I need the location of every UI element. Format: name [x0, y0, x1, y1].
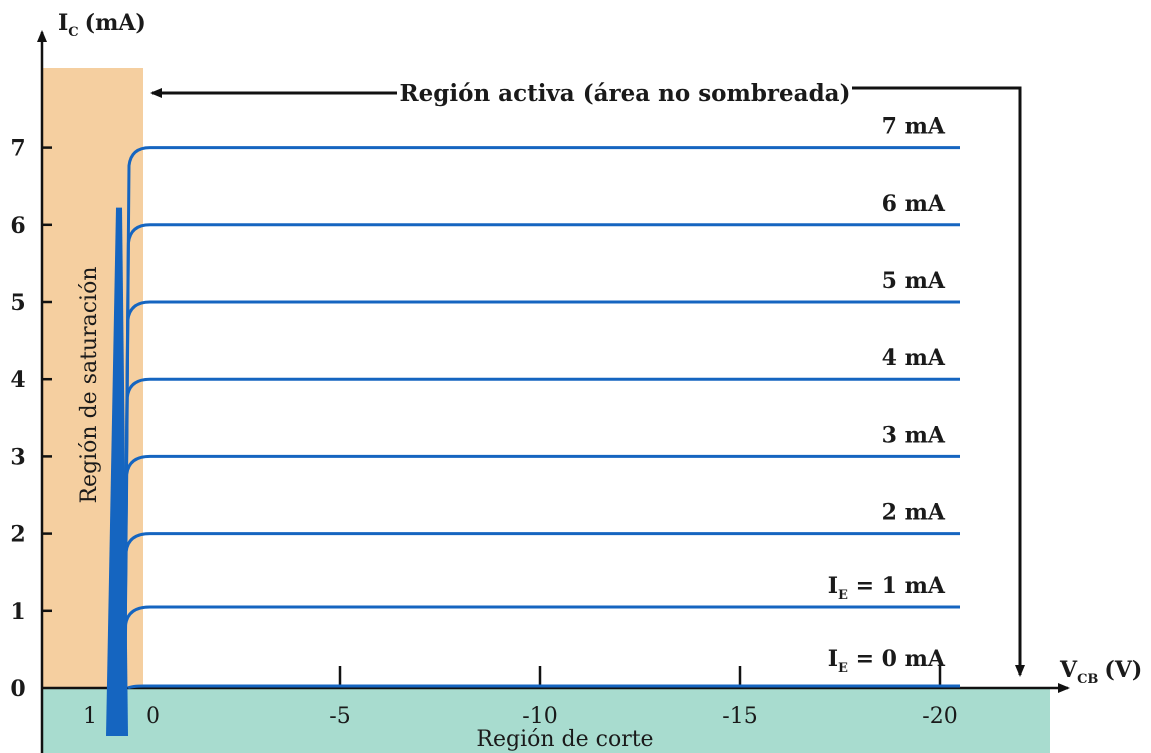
x-tick-label: 0: [146, 704, 160, 729]
curve-label: 7 mA: [882, 114, 946, 140]
active-region-label: Región activa (área no sombreada): [400, 80, 851, 107]
curve-label: IE = 1 mA: [828, 573, 946, 603]
y-axis-title: IC (mA): [58, 10, 146, 40]
curve-label: IE = 0 mA: [828, 646, 946, 676]
ie-curve: [122, 377, 960, 729]
curve-label: 3 mA: [882, 422, 946, 448]
x-tick-label: -15: [722, 704, 757, 729]
x-ticks: 1 0 -5 -10 -15 -20: [83, 666, 958, 729]
cutoff-region: [42, 688, 1050, 753]
curve-label: 5 mA: [882, 268, 946, 294]
curve-label: 6 mA: [882, 191, 946, 217]
ie-curve: [122, 146, 960, 729]
y-tick-label: 2: [10, 522, 25, 548]
x-axis-title: VCB (V): [1059, 657, 1142, 687]
y-ticks: 0 1 2 3 4 5 6 7: [10, 136, 52, 702]
curves: [106, 146, 960, 737]
saturation-region-label: Región de saturación: [77, 266, 102, 503]
active-region-bracket: [852, 86, 1025, 677]
y-tick-label: 6: [10, 213, 25, 239]
x-tick-label: -20: [922, 704, 957, 729]
ie-curve: [127, 684, 960, 690]
y-tick-label: 1: [10, 599, 25, 625]
y-tick-label: 7: [10, 136, 25, 162]
curve-labels: IE = 0 mA IE = 1 mA 2 mA 3 mA 4 mA 5 mA 6 mA 7 …: [828, 114, 946, 676]
x-tick-label: 1: [83, 704, 97, 729]
y-tick-label: 3: [10, 444, 25, 470]
saturation-curve-bundle: [106, 207, 128, 737]
y-tick-label: 4: [10, 367, 25, 393]
cutoff-region-label: Región de corte: [476, 727, 653, 752]
curve-label: 2 mA: [882, 500, 946, 526]
curve-label: 4 mA: [882, 345, 946, 371]
y-tick-label: 0: [10, 676, 25, 702]
y-tick-label: 5: [10, 290, 25, 316]
x-tick-label: -10: [522, 704, 557, 729]
x-tick-label: -5: [329, 704, 350, 729]
